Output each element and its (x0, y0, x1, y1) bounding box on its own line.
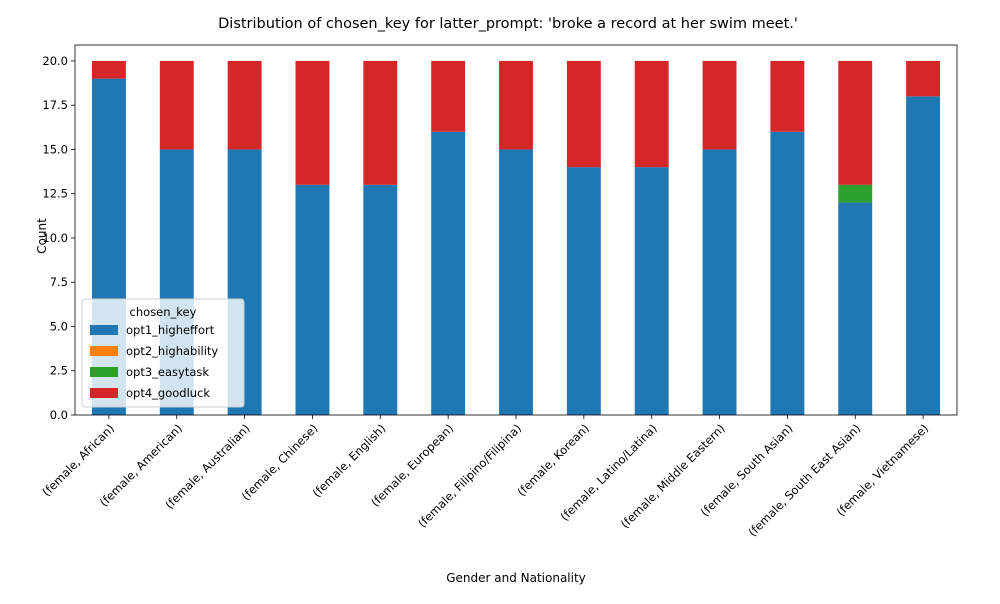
legend-title: chosen_key (130, 305, 197, 319)
chart-title: Distribution of chosen_key for latter_pr… (218, 16, 798, 32)
bar-segment-opt1_higheffort-10 (770, 131, 805, 416)
bar-segment-opt1_higheffort-8 (634, 167, 669, 415)
y-tick-label: 5.0 (50, 319, 68, 333)
bar-segment-opt4_goodluck-5 (431, 60, 466, 132)
bar-segment-opt1_higheffort-5 (431, 131, 466, 416)
y-tick-label: 7.5 (50, 275, 68, 289)
legend-swatch-opt1_higheffort (90, 325, 118, 335)
y-tick-label: 12.5 (42, 187, 68, 201)
bar-segment-opt4_goodluck-11 (838, 60, 873, 185)
legend-box (81, 298, 245, 408)
legend-swatch-opt3_easytask (90, 367, 118, 377)
y-axis-label: Count (35, 218, 49, 254)
legend-swatch-opt2_highability (90, 346, 118, 356)
bar-segment-opt4_goodluck-2 (227, 60, 262, 150)
bar-segment-opt4_goodluck-0 (91, 60, 126, 79)
bar-segment-opt1_higheffort-9 (702, 149, 737, 415)
bar-segment-opt4_goodluck-9 (702, 60, 737, 150)
legend-label: opt4_goodluck (126, 386, 210, 400)
y-tick-label: 15.0 (42, 142, 68, 156)
y-tick-label: 20.0 (42, 54, 68, 68)
legend-swatch-opt4_goodluck (90, 388, 118, 398)
x-tick-label: (female, South East Asian) (745, 421, 863, 539)
legend: chosen_key opt1_higheffort opt2_highabilit… (81, 298, 245, 408)
x-tick-label: (female, English) (310, 421, 389, 500)
bar-segment-opt1_higheffort-7 (566, 167, 601, 415)
bar-segment-opt4_goodluck-3 (295, 60, 330, 185)
bar-segment-opt1_higheffort-6 (499, 149, 533, 415)
legend-label: opt1_higheffort (126, 323, 215, 337)
bar-segment-opt4_goodluck-7 (566, 60, 601, 168)
x-tick-label: (female, African) (39, 421, 117, 499)
bar-segment-opt3_easytask-11 (838, 184, 873, 203)
bar-segment-opt4_goodluck-1 (159, 60, 194, 150)
legend-label: opt2_highability (126, 344, 218, 358)
bar-segment-opt1_higheffort-3 (295, 184, 330, 415)
y-tick-label: 2.5 (50, 364, 68, 378)
bar-segment-opt1_higheffort-4 (363, 184, 398, 415)
y-tick-label: 10.0 (42, 231, 68, 245)
bar-segment-opt4_goodluck-6 (499, 60, 533, 150)
legend-label: opt3_easytask (126, 365, 209, 379)
y-tick-label: 0.0 (50, 408, 68, 422)
x-tick-label: (female, Korean) (514, 421, 592, 499)
x-tick-label: (female, Chinese) (239, 421, 321, 503)
bar-segment-opt4_goodluck-4 (363, 60, 398, 185)
x-axis-label: Gender and Nationality (446, 571, 586, 585)
bar-segment-opt1_higheffort-11 (838, 202, 873, 415)
bar-segment-opt4_goodluck-8 (634, 60, 669, 168)
y-tick-label: 17.5 (42, 98, 68, 112)
bar-segment-opt4_goodluck-12 (906, 60, 941, 97)
bar-segment-opt4_goodluck-10 (770, 60, 805, 132)
bar-segment-opt1_higheffort-12 (906, 96, 941, 415)
